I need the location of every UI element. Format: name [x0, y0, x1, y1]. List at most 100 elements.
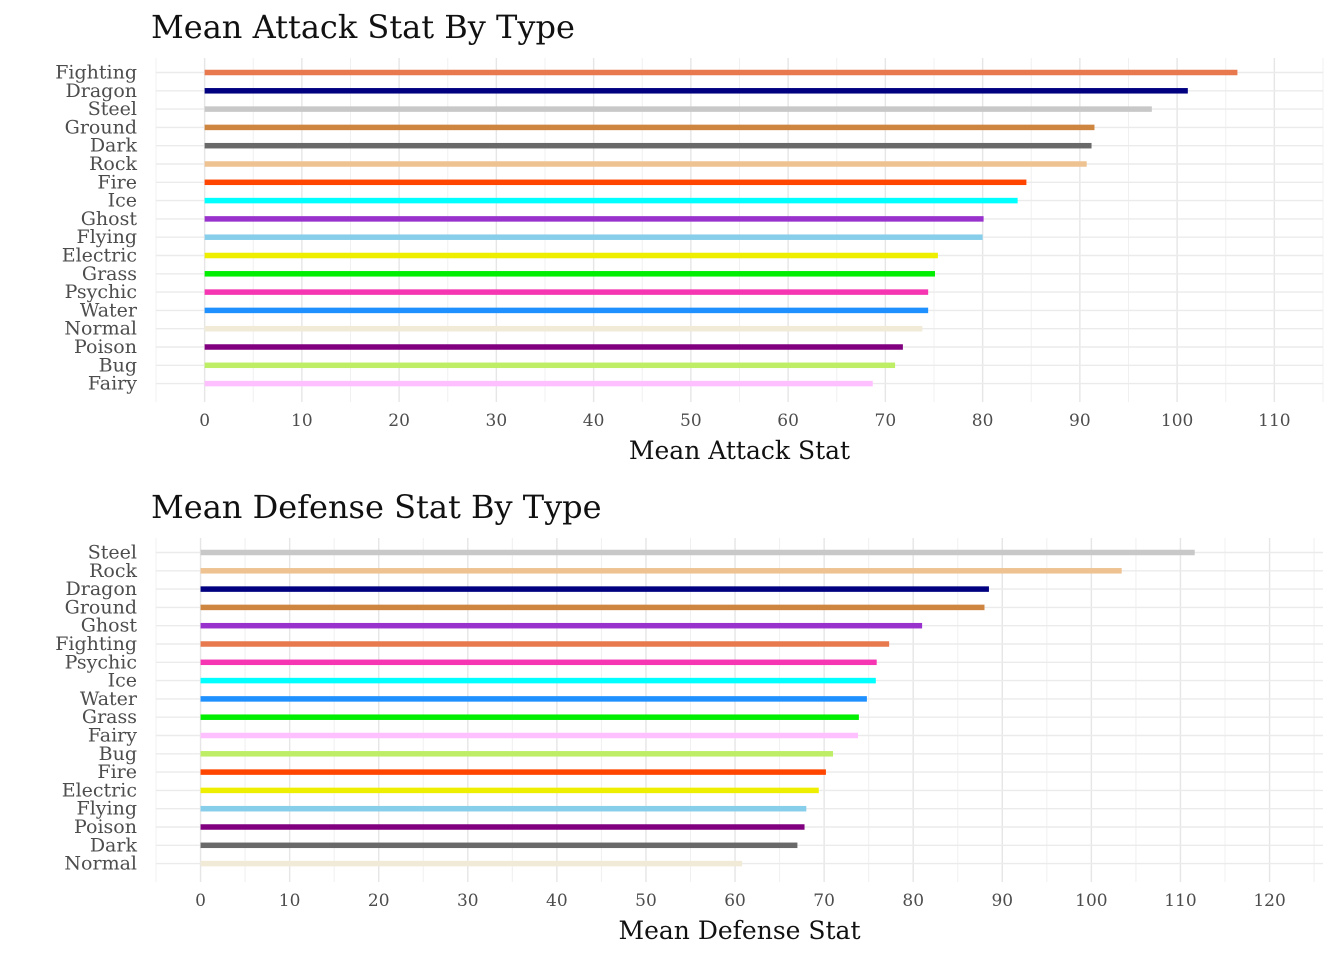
defense-category-label: Normal — [64, 853, 137, 875]
attack-category-label: Fighting — [55, 62, 137, 84]
defense-bar-steel — [200, 549, 1195, 556]
attack-x-tick-label: 50 — [680, 411, 702, 431]
defense-category-label: Psychic — [65, 651, 137, 673]
attack-bar-dark — [204, 142, 1092, 149]
defense-chart-title: Mean Defense Stat By Type — [151, 488, 602, 526]
defense-category-label: Electric — [62, 779, 137, 801]
attack-category-label: Rock — [89, 153, 137, 175]
defense-bar-rock — [200, 568, 1122, 574]
attack-category-label: Fairy — [88, 373, 137, 395]
attack-category-label: Normal — [64, 318, 137, 340]
defense-category-label: Bug — [99, 743, 137, 765]
defense-x-tick-label: 100 — [1075, 891, 1107, 911]
defense-bar-electric — [200, 787, 819, 794]
attack-bar-bug — [204, 362, 896, 369]
attack-bar-normal — [204, 325, 923, 332]
attack-bar-dragon — [204, 88, 1188, 94]
attack-category-label: Electric — [62, 245, 137, 267]
defense-category-label: Grass — [82, 706, 137, 728]
attack-category-label: Flying — [77, 226, 137, 248]
defense-x-tick-label: 10 — [279, 891, 301, 911]
attack-category-label: Poison — [74, 336, 137, 358]
attack-x-tick-label: 90 — [1069, 411, 1091, 431]
defense-category-label: Dragon — [66, 578, 137, 600]
defense-category-label: Ground — [65, 596, 137, 618]
attack-category-label: Ghost — [81, 208, 138, 230]
defense-bar-dark — [200, 842, 798, 849]
defense-x-axis-title: Mean Defense Stat — [618, 916, 860, 945]
attack-x-tick-label: 110 — [1258, 411, 1290, 431]
attack-category-label: Grass — [82, 263, 137, 285]
defense-category-label: Rock — [89, 560, 137, 582]
attack-category-label: Ice — [108, 190, 137, 212]
defense-category-label: Steel — [88, 542, 137, 564]
defense-bar-flying — [200, 805, 807, 812]
defense-bar-poison — [200, 824, 805, 830]
attack-category-label: Fire — [97, 171, 137, 193]
attack-category-label: Water — [80, 299, 138, 321]
attack-bar-fire — [204, 179, 1027, 186]
defense-bar-normal — [200, 860, 743, 867]
attack-bar-psychic — [204, 289, 929, 295]
defense-x-tick-label: 90 — [991, 891, 1013, 911]
defense-bar-bug — [200, 751, 834, 757]
attack-x-axis-title: Mean Attack Stat — [629, 436, 850, 465]
defense-x-tick-label: 0 — [195, 891, 206, 911]
defense-x-tick-label: 50 — [635, 891, 657, 911]
defense-x-tick-label: 70 — [813, 891, 835, 911]
attack-bar-poison — [204, 344, 903, 350]
defense-bar-psychic — [200, 659, 877, 666]
defense-category-label: Dark — [90, 834, 138, 856]
attack-x-tick-label: 60 — [777, 411, 799, 431]
attack-bar-rock — [204, 161, 1087, 167]
attack-chart-panel: Mean Attack Stat By Type Fighting Dragon S… — [55, 8, 1324, 465]
attack-bar-flying — [204, 234, 983, 240]
attack-x-tick-label: 10 — [291, 411, 313, 431]
defense-x-tick-label: 20 — [368, 891, 390, 911]
attack-bar-ghost — [204, 216, 984, 222]
defense-category-label: Poison — [74, 816, 137, 838]
defense-category-label: Flying — [77, 798, 137, 820]
defense-x-tick-label: 40 — [546, 891, 568, 911]
defense-x-tick-label: 120 — [1253, 891, 1285, 911]
defense-category-label: Water — [80, 688, 138, 710]
defense-bar-fairy — [200, 732, 858, 739]
defense-bar-grass — [200, 714, 859, 720]
attack-category-label: Steel — [88, 98, 137, 120]
defense-bar-dragon — [200, 586, 989, 592]
attack-bar-fighting — [204, 69, 1238, 76]
attack-category-label: Dragon — [66, 80, 137, 102]
attack-category-label: Psychic — [65, 281, 137, 303]
defense-category-label: Ghost — [81, 615, 138, 637]
attack-chart-plot: FightingDragonSteelGroundDarkRockFireIce… — [55, 58, 1324, 465]
defense-x-tick-label: 80 — [902, 891, 924, 911]
defense-bar-water — [200, 696, 867, 702]
defense-chart-plot: SteelRockDragonGroundGhostFightingPsychi… — [55, 538, 1323, 945]
defense-x-tick-label: 110 — [1164, 891, 1196, 911]
defense-category-label: Ice — [108, 670, 137, 692]
defense-bar-ghost — [200, 622, 923, 629]
attack-bar-grass — [204, 271, 935, 277]
attack-x-tick-label: 20 — [388, 411, 410, 431]
attack-bar-fairy — [204, 380, 873, 387]
defense-bar-fighting — [200, 641, 890, 647]
attack-chart-title: Mean Attack Stat By Type — [151, 8, 575, 46]
attack-category-label: Bug — [99, 354, 137, 376]
defense-category-label: Fighting — [55, 633, 137, 655]
attack-bar-ground — [204, 124, 1095, 131]
attack-bar-steel — [204, 106, 1152, 112]
attack-x-tick-label: 100 — [1161, 411, 1193, 431]
attack-x-tick-label: 70 — [875, 411, 897, 431]
attack-x-tick-label: 80 — [972, 411, 994, 431]
defense-chart-panel: Mean Defense Stat By Type Steel Rock Drago… — [0, 480, 1344, 960]
defense-category-label: Fairy — [88, 725, 137, 747]
attack-x-tick-label: 0 — [199, 411, 210, 431]
attack-category-label: Dark — [90, 135, 138, 157]
attack-bar-electric — [204, 252, 938, 259]
attack-x-tick-label: 30 — [486, 411, 508, 431]
attack-bar-ice — [204, 197, 1018, 204]
defense-bar-fire — [200, 769, 826, 775]
defense-x-tick-label: 60 — [724, 891, 746, 911]
defense-bar-ice — [200, 677, 876, 684]
attack-bar-water — [204, 307, 929, 314]
